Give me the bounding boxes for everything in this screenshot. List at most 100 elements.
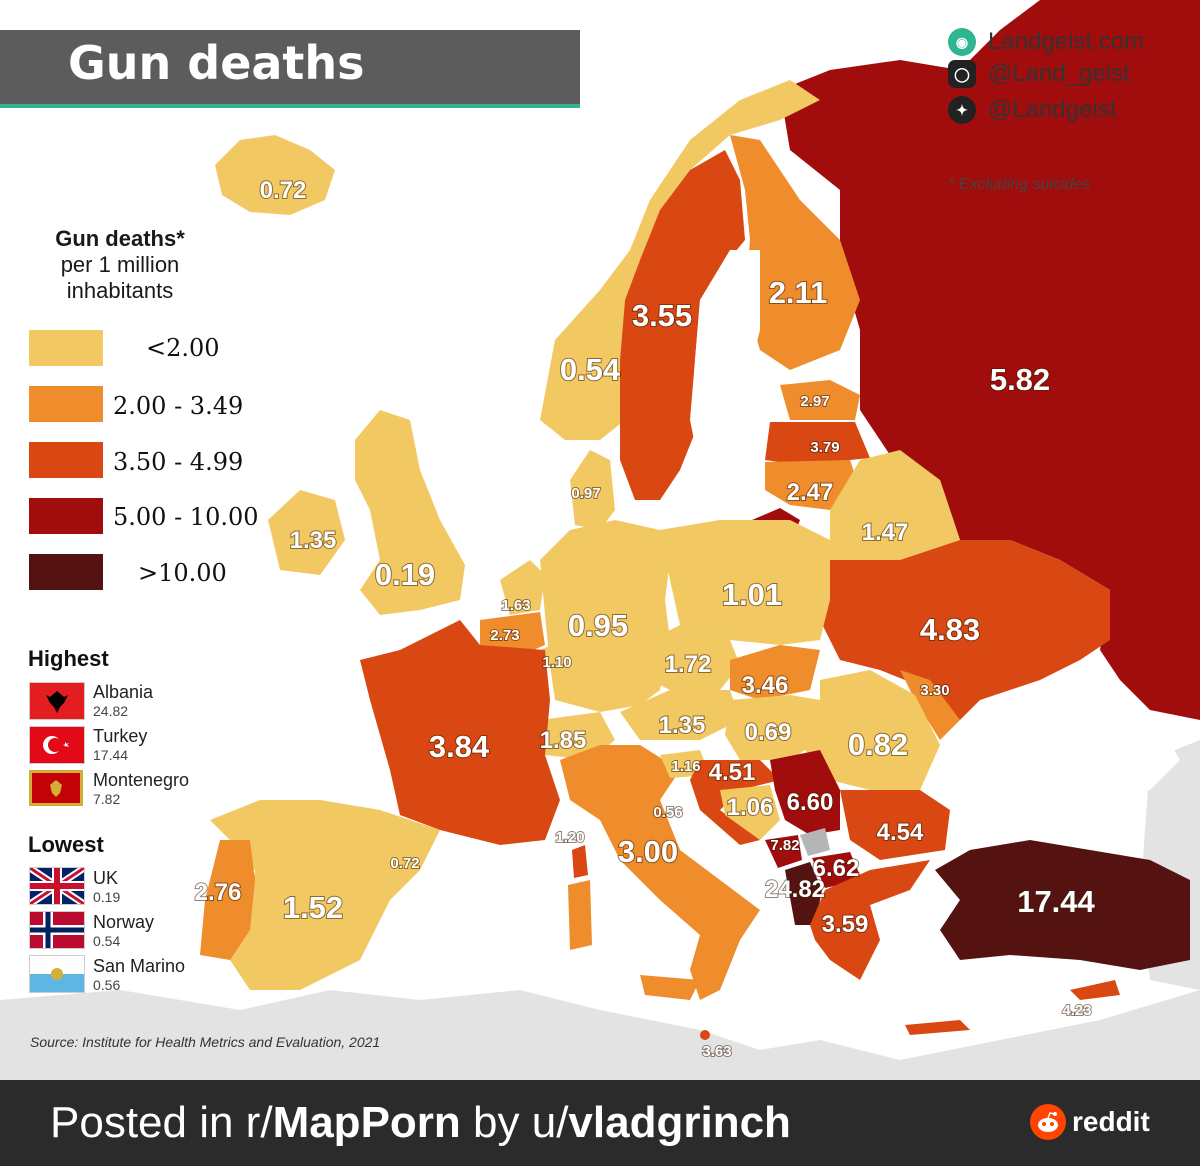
value-label-czechia: 1.72: [665, 651, 712, 678]
brand-website[interactable]: ◉ Landgeist.com: [948, 28, 1144, 56]
finland-region: [730, 135, 860, 370]
value-label-finland: 2.11: [769, 275, 828, 310]
legend-title: Gun deaths* per 1 million inhabitants: [20, 226, 220, 304]
italy-region: [560, 745, 760, 1000]
highest-2-country: Turkey: [93, 726, 148, 746]
crete-region: [905, 1020, 970, 1035]
value-label-corsica: 1.20: [555, 829, 584, 846]
value-label-malta: 3.63: [702, 1043, 731, 1060]
value-label-greece: 3.59: [822, 911, 869, 938]
moldova-region: [900, 670, 960, 740]
malta-region: [700, 1030, 710, 1040]
value-label-belgium: 2.73: [490, 627, 519, 644]
sweden-region: [620, 150, 745, 500]
legend-label-3: 3.50 - 4.99: [113, 448, 244, 476]
brand-twitter[interactable]: ✦ @Landgeist: [948, 96, 1116, 124]
value-label-romania: 0.82: [848, 727, 908, 762]
lowest-3-value: 0.56: [93, 977, 121, 993]
greece-region: [810, 860, 930, 980]
turkey-region: [935, 840, 1190, 970]
value-label-uk: 0.19: [375, 557, 435, 592]
kosovo-region: [800, 828, 830, 856]
lowest-title: Lowest: [28, 832, 104, 857]
value-label-portugal: 2.76: [195, 879, 242, 906]
serbia-region: [770, 750, 840, 835]
legend-title-line1: Gun deaths*: [55, 226, 185, 251]
value-label-cyprus: 4.23: [1062, 1002, 1091, 1019]
austria-region: [620, 690, 740, 740]
value-label-albania: 24.82: [765, 876, 825, 903]
ukraine-region: [820, 540, 1110, 720]
montenegro-flag-icon: [29, 770, 83, 806]
footer-prefix: Posted in r/: [50, 1098, 273, 1147]
legend-title-line2: per 1 million: [60, 252, 180, 277]
footer-subreddit[interactable]: MapPorn: [272, 1098, 461, 1147]
value-label-austria: 1.35: [659, 712, 706, 739]
footnote: * Excluding suicides: [948, 176, 1091, 193]
germany-region: [540, 520, 670, 712]
cyprus-region: [1070, 980, 1120, 1000]
norway-region: [540, 80, 820, 440]
san-marino-flag-icon: [29, 955, 85, 993]
reddit-wordmark: reddit: [1072, 1106, 1150, 1137]
legend-swatch-1: [29, 330, 103, 366]
albania-region: [785, 862, 822, 925]
portugal-region: [200, 840, 255, 960]
twitter-icon: ✦: [948, 96, 976, 124]
page-title: Gun deaths: [68, 36, 365, 90]
value-label-serbia: 6.60: [787, 789, 834, 816]
title-bar: [0, 30, 580, 108]
spain-region: [210, 800, 440, 990]
lowest-1-country: UK: [93, 868, 119, 888]
source-note: Source: Institute for Health Metrics and…: [30, 1034, 381, 1050]
legend-label-2: 2.00 - 3.49: [113, 392, 244, 420]
value-label-ireland: 1.35: [290, 527, 337, 554]
legend-swatch-2: [29, 386, 103, 422]
footer-mid: by u/: [460, 1098, 569, 1147]
value-label-lithuania: 2.47: [787, 479, 834, 506]
sicily-region: [640, 975, 700, 1000]
lowest-1-value: 0.19: [93, 889, 121, 905]
legend-label-1: <2.00: [146, 334, 220, 362]
bulgaria-region: [840, 790, 950, 860]
value-label-germany: 0.95: [568, 608, 628, 643]
brand-instagram-text: @Land_geist: [988, 60, 1130, 87]
value-label-belarus: 1.47: [862, 519, 909, 546]
highest-3-country: Montenegro: [93, 770, 190, 790]
hungary-region: [725, 695, 820, 760]
ireland-region: [268, 490, 345, 575]
value-label-hungary: 0.69: [745, 719, 792, 746]
value-label-bulgaria: 4.54: [877, 819, 924, 846]
lowest-2-country: Norway: [93, 912, 155, 932]
estonia-region: [780, 380, 860, 420]
brand-instagram[interactable]: ◯ @Land_geist: [948, 60, 1130, 88]
footer-user[interactable]: vladgrinch: [568, 1098, 791, 1147]
uk-flag-icon: [29, 867, 85, 905]
value-label-north-macedonia: 6.62: [813, 855, 860, 882]
value-label-italy: 3.00: [618, 834, 678, 869]
map-area: 0.72 0.54 3.55 2.11 5.82 2.97 3.79 2.47 1.47 4.83…: [0, 0, 1200, 1080]
black-sea: [945, 690, 1180, 810]
value-label-andorra: 0.72: [390, 855, 419, 872]
value-label-switzerland: 1.85: [540, 727, 587, 754]
value-label-croatia: 4.51: [709, 759, 756, 786]
value-label-russia: 5.82: [990, 362, 1050, 397]
albania-flag-icon: [29, 682, 85, 720]
croatia-region: [690, 760, 780, 845]
reddit-logo[interactable]: reddit: [1030, 1104, 1150, 1140]
czechia-region: [640, 625, 740, 690]
footer-bar: [0, 1080, 1200, 1166]
value-label-denmark: 0.97: [571, 485, 600, 502]
legend-title-line3: inhabitants: [66, 278, 174, 303]
brand-twitter-text: @Landgeist: [988, 96, 1117, 123]
belarus-region: [830, 450, 960, 560]
turkey-flag-icon: [29, 726, 85, 764]
footer-credit: Posted in r/MapPorn by u/vladgrinch: [50, 1098, 791, 1148]
sardinia-region: [568, 880, 592, 950]
value-label-sweden: 3.55: [632, 298, 692, 333]
denmark-region: [570, 450, 615, 530]
legend-swatch-3: [29, 442, 103, 478]
poland-region: [660, 520, 830, 645]
baltic-sea: [690, 250, 760, 500]
iceland-region: [215, 135, 335, 215]
